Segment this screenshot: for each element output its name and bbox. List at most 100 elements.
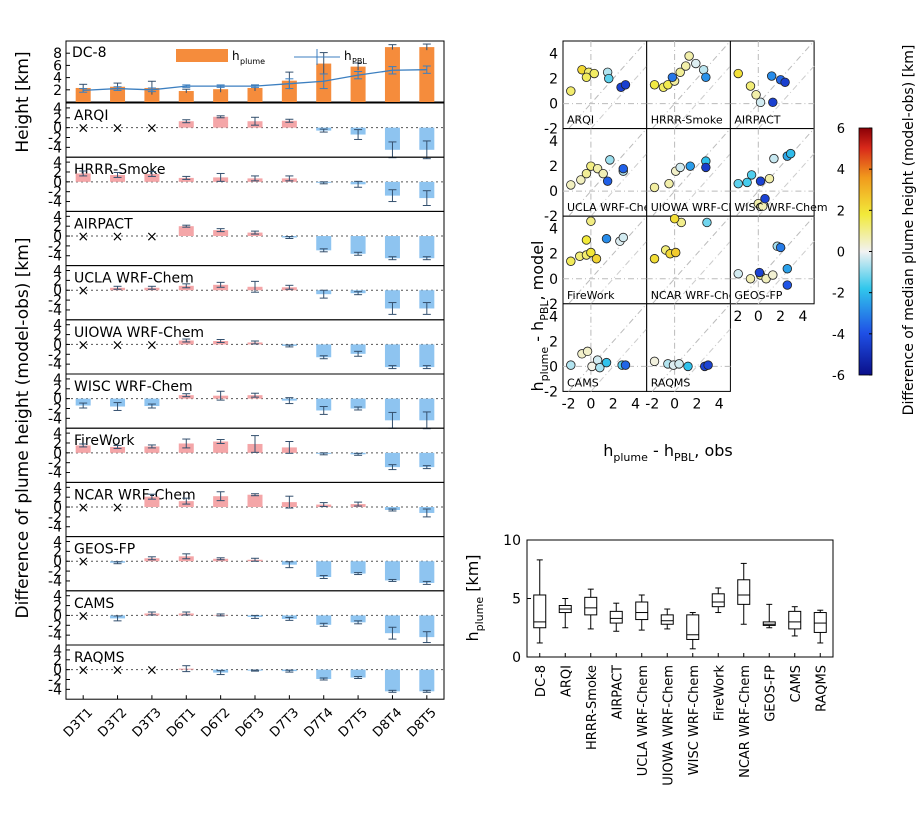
scatter-panel-title: ARQI bbox=[567, 114, 594, 127]
bar-model-diff bbox=[384, 290, 400, 309]
y-tick-label-model: 2 bbox=[53, 273, 62, 289]
y-tick-label-model: 2 bbox=[53, 599, 62, 615]
offset-line bbox=[590, 240, 648, 305]
scatter-point bbox=[703, 360, 713, 370]
x-tick-label: D3T2 bbox=[95, 705, 130, 740]
x-tick-label: D6T3 bbox=[233, 705, 268, 740]
x-tick-label: D8T5 bbox=[405, 705, 440, 740]
y-tick-label-model: -2 bbox=[48, 618, 62, 634]
colorbar-tick-label: 4 bbox=[837, 163, 845, 178]
scatter-x-tick-label: 2 bbox=[776, 309, 785, 325]
scatter-x-tick-label: 4 bbox=[715, 396, 724, 412]
missing-marker: × bbox=[77, 283, 89, 299]
y-tick-label-dc8: 2 bbox=[53, 83, 62, 99]
box-y-tick-label: 10 bbox=[503, 533, 521, 549]
scatter-panel-title: AIRPACT bbox=[734, 114, 780, 127]
colorbar-tick-label: -4 bbox=[832, 328, 845, 343]
colorbar-tick-label: 6 bbox=[837, 122, 845, 137]
y-tick-label-model: 2 bbox=[53, 219, 62, 235]
missing-marker: × bbox=[77, 229, 89, 245]
panel-title-model: HRRR-Smoke bbox=[74, 162, 166, 178]
legend-swatch-hplume bbox=[176, 49, 228, 62]
box-iqr bbox=[737, 579, 751, 605]
y-tick-label-model: 0 bbox=[53, 283, 62, 299]
bar-model-diff bbox=[281, 120, 297, 128]
missing-marker: × bbox=[77, 554, 89, 570]
bar-model-diff bbox=[350, 615, 366, 623]
scatter-panel-title: WISC WRF-Chem bbox=[734, 201, 827, 214]
scatter-panel-title: UIOWA WRF-Chem bbox=[651, 201, 753, 214]
bar-model-diff bbox=[384, 127, 400, 150]
x-tick-label: D7T3 bbox=[267, 705, 302, 740]
scatter-point bbox=[664, 178, 674, 189]
box-iqr bbox=[788, 610, 802, 630]
y-tick-label-model: -2 bbox=[48, 239, 62, 255]
scatter-y-tick-label: 0 bbox=[549, 272, 558, 288]
scatter-panel-title: NCAR WRF-Chem bbox=[651, 289, 747, 302]
y-tick-label-model: -2 bbox=[48, 347, 62, 363]
scatter-point bbox=[701, 72, 711, 82]
x-tick-label: D7T5 bbox=[336, 705, 371, 740]
panel-title-model: UCLA WRF-Chem bbox=[74, 271, 194, 287]
box-iqr bbox=[686, 614, 700, 640]
box-y-tick-label: 0 bbox=[512, 650, 521, 666]
scatter-point bbox=[746, 170, 757, 180]
bar-model-diff bbox=[75, 173, 91, 182]
scatter-y-tick-label: -2 bbox=[544, 122, 558, 138]
box-iqr bbox=[609, 610, 623, 624]
scatter-point bbox=[782, 264, 793, 274]
box-x-tick-label: DC-8 bbox=[534, 665, 549, 697]
bar-model-diff bbox=[178, 226, 194, 237]
y-tick-label-model: 2 bbox=[53, 382, 62, 398]
boxplot: 0 5 10 DC-8 ARQI HRRR-Smoke AIRPACT UCLA WRF-Ch… bbox=[503, 533, 834, 786]
scatter-point bbox=[671, 247, 681, 258]
scatter-panel-frame bbox=[729, 215, 815, 305]
y-tick-label-model: 4 bbox=[53, 589, 62, 605]
y-tick-label-model: 4 bbox=[53, 372, 62, 388]
bar-model-diff bbox=[316, 561, 332, 578]
box-iqr bbox=[533, 594, 547, 629]
missing-marker: × bbox=[112, 337, 124, 353]
scatter-point bbox=[733, 269, 743, 279]
offset-line bbox=[674, 240, 731, 305]
y-tick-label-model: 0 bbox=[53, 554, 62, 570]
scatter-panel-title: GEOS-FP bbox=[734, 289, 782, 302]
y-tick-label-model: 4 bbox=[53, 480, 62, 496]
panel-title-model: RAQMS bbox=[74, 650, 125, 666]
scatter-point bbox=[675, 162, 685, 173]
scatter-panel-frame bbox=[646, 303, 731, 392]
y-tick-label-model: 4 bbox=[53, 643, 62, 659]
scatter-point bbox=[586, 247, 596, 258]
bar-dc8-hplume bbox=[178, 91, 194, 102]
missing-marker: × bbox=[77, 337, 89, 353]
bar-model-diff bbox=[316, 615, 332, 625]
scatter-point bbox=[745, 274, 756, 284]
scatter-point bbox=[589, 68, 599, 79]
bar-model-diff bbox=[213, 116, 229, 128]
y-tick-label-model: -4 bbox=[48, 682, 62, 698]
bar-model-diff bbox=[419, 561, 435, 583]
bar-model-diff bbox=[75, 445, 91, 453]
scatter-point bbox=[691, 58, 701, 69]
scatter-panel-frame bbox=[729, 128, 815, 217]
legend-label-hplume-sub: plume bbox=[240, 57, 265, 66]
bar-model-diff bbox=[384, 236, 400, 259]
scatter-point bbox=[601, 234, 612, 244]
missing-marker: × bbox=[146, 121, 158, 137]
scatter-y-tick-label: 4 bbox=[549, 309, 558, 325]
colorbar-tick-label: 0 bbox=[837, 246, 845, 261]
scatter-x-axis-label: hplume - hPBL, obs bbox=[603, 441, 733, 464]
scatter-point bbox=[675, 67, 685, 77]
bar-dc8-hplume bbox=[419, 47, 435, 102]
x-tick-label: D3T3 bbox=[130, 705, 165, 740]
scatter-point bbox=[649, 182, 660, 193]
offset-line bbox=[590, 153, 648, 217]
scatter-panel-title: CAMS bbox=[567, 376, 599, 389]
y-tick-label-model: 0 bbox=[53, 392, 62, 408]
x-tick-label: D6T2 bbox=[198, 705, 233, 740]
scatter-x-tick-label: 2 bbox=[692, 396, 701, 412]
missing-marker: × bbox=[77, 500, 89, 516]
y-tick-label-model: 4 bbox=[53, 426, 62, 442]
scatter-point bbox=[782, 280, 793, 290]
